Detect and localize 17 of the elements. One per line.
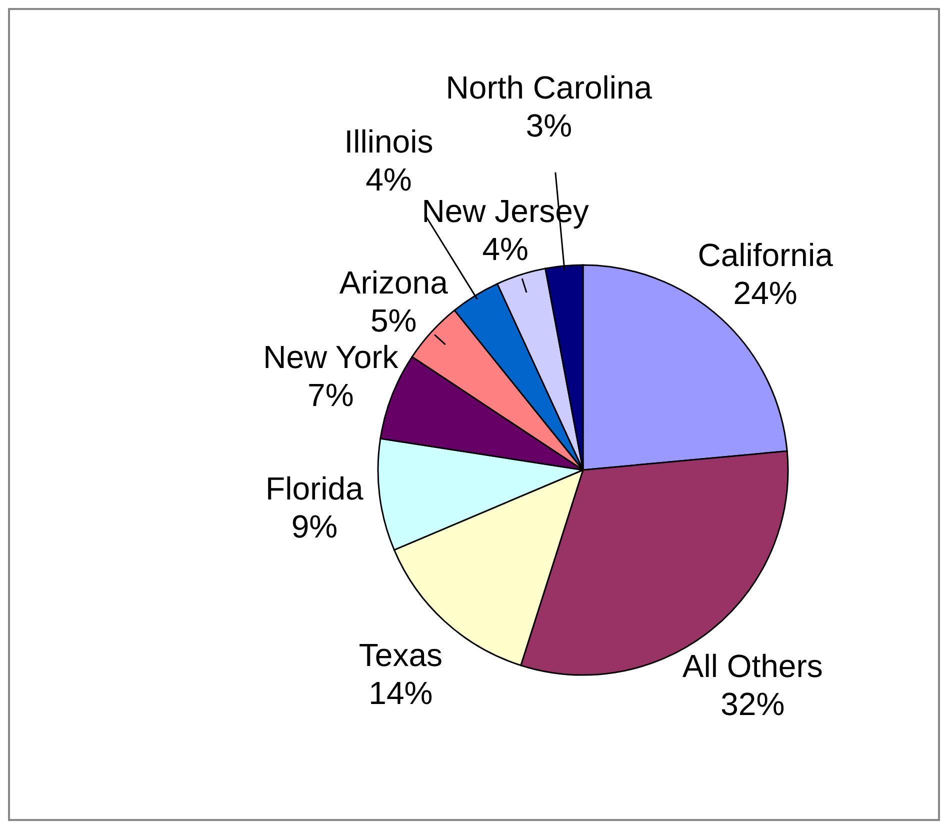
data-label: 4% xyxy=(366,161,412,198)
data-label: 3% xyxy=(526,108,572,144)
data-label: 4% xyxy=(482,230,528,267)
slice-label: New York xyxy=(263,339,400,376)
data-label: 7% xyxy=(308,377,354,414)
slice-label: California xyxy=(698,237,834,274)
data-label: 5% xyxy=(370,302,417,338)
data-label: 32% xyxy=(720,686,785,722)
data-label: 24% xyxy=(733,275,798,312)
slice-label: Florida xyxy=(266,470,364,506)
data-label: 14% xyxy=(368,674,433,711)
slice-label: Arizona xyxy=(339,264,448,300)
slice-label: North Carolina xyxy=(446,70,652,106)
slice-label: All Others xyxy=(682,648,823,684)
data-label: 9% xyxy=(291,508,338,544)
slice-label: Illinois xyxy=(344,123,434,160)
slice-label: Texas xyxy=(358,636,442,673)
